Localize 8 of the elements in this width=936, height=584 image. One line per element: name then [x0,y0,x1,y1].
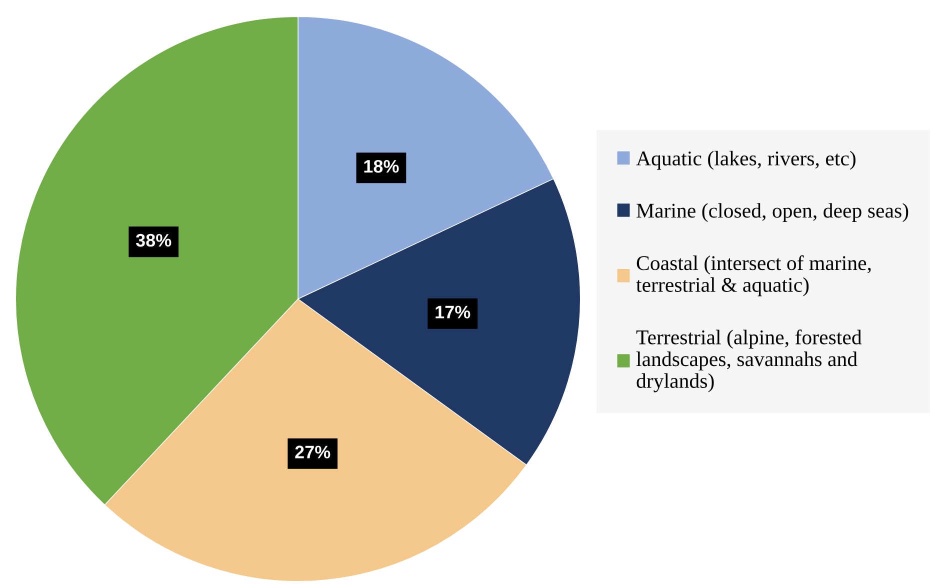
data-label: 18% [364,160,399,173]
legend-label: Marine (closed, open, deep seas) [636,203,908,222]
legend-label: Aquatic (lakes, rivers, etc) [636,150,856,170]
data-label: 38% [136,234,172,247]
legend-label: Terrestrial (alpine, forested landscapes, savannahs and drylands) [636,330,862,392]
legend-label: Coastal (intersect of marine, terrestrial & aquatic) [636,255,871,296]
data-label: 27% [295,446,330,458]
data-label: 17% [436,306,470,318]
